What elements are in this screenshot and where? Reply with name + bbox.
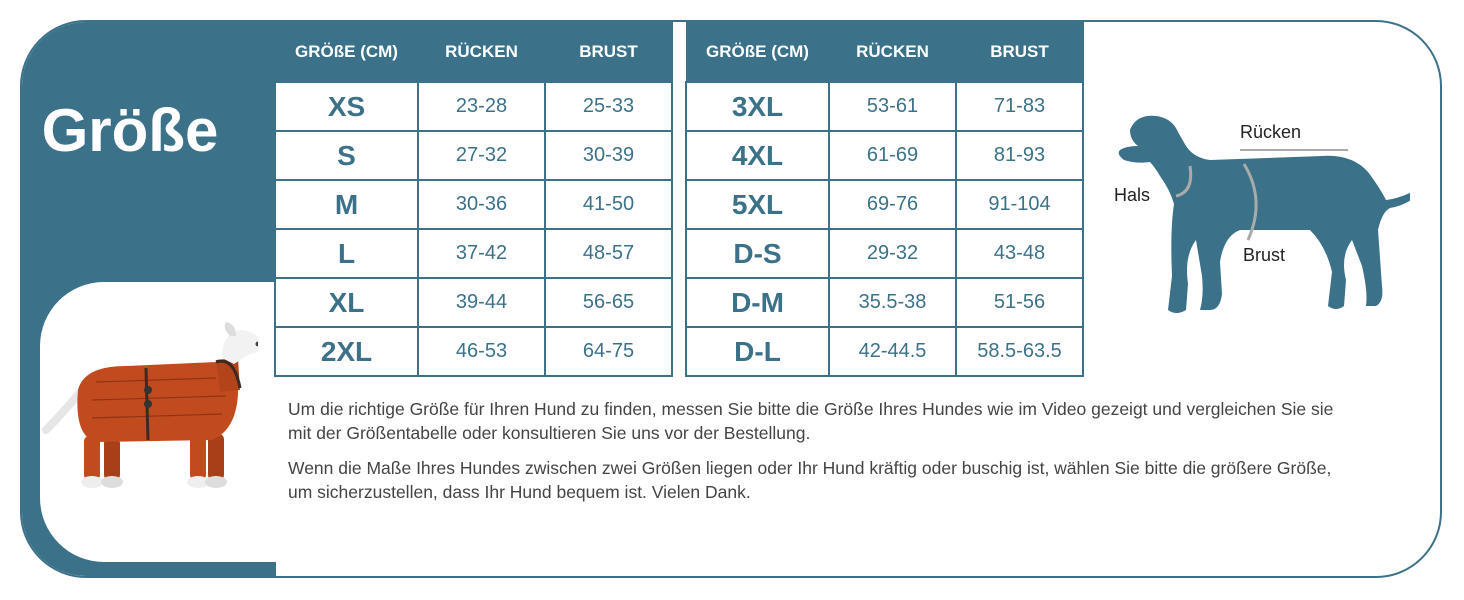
chest-cell: 48-57 (544, 228, 673, 279)
table-header-row: GRÖßE (CM) RÜCKEN BRUST (685, 22, 1084, 83)
size-cell: D-M (685, 277, 830, 328)
size-cell: S (274, 130, 419, 181)
dog-in-coat-image (42, 322, 258, 488)
chest-cell: 56-65 (544, 277, 673, 328)
header-size: GRÖßE (CM) (685, 22, 830, 83)
label-brust: Brust (1243, 245, 1286, 265)
table-row: M 30-36 41-50 (274, 179, 673, 230)
back-cell: 27-32 (417, 130, 546, 181)
back-cell: 30-36 (417, 179, 546, 230)
table-row: 5XL 69-76 91-104 (685, 179, 1084, 230)
back-cell: 53-61 (828, 81, 957, 132)
size-cell: XS (274, 81, 419, 132)
table-row: XL 39-44 56-65 (274, 277, 673, 328)
size-table-left: GRÖßE (CM) RÜCKEN BRUST XS 23-28 25-33 S… (274, 22, 673, 377)
table-row: S 27-32 30-39 (274, 130, 673, 181)
size-cell: 5XL (685, 179, 830, 230)
chest-cell: 25-33 (544, 81, 673, 132)
back-cell: 61-69 (828, 130, 957, 181)
back-cell: 35.5-38 (828, 277, 957, 328)
chest-cell: 91-104 (955, 179, 1084, 230)
size-cell: D-L (685, 326, 830, 377)
chest-cell: 58.5-63.5 (955, 326, 1084, 377)
size-cell: M (274, 179, 419, 230)
table-row: 4XL 61-69 81-93 (685, 130, 1084, 181)
back-cell: 29-32 (828, 228, 957, 279)
chest-cell: 43-48 (955, 228, 1084, 279)
dog-silhouette (1118, 115, 1410, 313)
instruction-paragraph: Um die richtige Größe für Ihren Hund zu … (288, 399, 1334, 443)
table-row: XS 23-28 25-33 (274, 81, 673, 132)
label-ruecken: Rücken (1240, 122, 1302, 142)
table-row: L 37-42 48-57 (274, 228, 673, 279)
back-cell: 23-28 (417, 81, 546, 132)
table-row: 3XL 53-61 71-83 (685, 81, 1084, 132)
table-row: D-L 42-44.5 58.5-63.5 (685, 326, 1084, 377)
chest-cell: 64-75 (544, 326, 673, 377)
back-cell: 42-44.5 (828, 326, 957, 377)
header-size: GRÖßE (CM) (274, 22, 419, 83)
chest-cell: 41-50 (544, 179, 673, 230)
advice-paragraph: Wenn die Maße Ihres Hundes zwischen zwei… (288, 458, 1332, 502)
size-cell: L (274, 228, 419, 279)
header-back: RÜCKEN (417, 22, 546, 83)
size-cell: XL (274, 277, 419, 328)
page-title: Größe (41, 97, 219, 164)
size-cell: 3XL (685, 81, 830, 132)
header-chest: BRUST (544, 22, 673, 83)
chest-cell: 71-83 (955, 81, 1084, 132)
size-cell: 4XL (685, 130, 830, 181)
back-cell: 37-42 (417, 228, 546, 279)
size-cell: D-S (685, 228, 830, 279)
table-header-row: GRÖßE (CM) RÜCKEN BRUST (274, 22, 673, 83)
size-cell: 2XL (274, 326, 419, 377)
table-row: 2XL 46-53 64-75 (274, 326, 673, 377)
header-back: RÜCKEN (828, 22, 957, 83)
back-cell: 39-44 (417, 277, 546, 328)
size-table-right: GRÖßE (CM) RÜCKEN BRUST 3XL 53-61 71-83 … (685, 22, 1084, 377)
label-hals: Hals (1114, 185, 1151, 205)
chest-cell: 81-93 (955, 130, 1084, 181)
back-cell: 46-53 (417, 326, 546, 377)
back-cell: 69-76 (828, 179, 957, 230)
chest-cell: 30-39 (544, 130, 673, 181)
table-row: D-M 35.5-38 51-56 (685, 277, 1084, 328)
chest-cell: 51-56 (955, 277, 1084, 328)
table-row: D-S 29-32 43-48 (685, 228, 1084, 279)
dog-measurement-diagram (1118, 115, 1410, 313)
header-chest: BRUST (955, 22, 1084, 83)
